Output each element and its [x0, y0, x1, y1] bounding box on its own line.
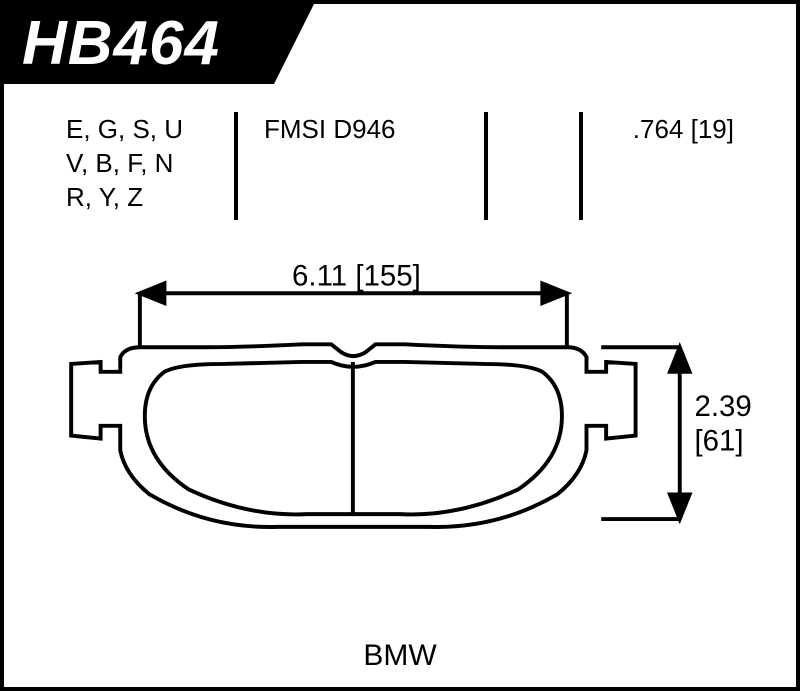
- codes-line-2: V, B, F, N: [66, 146, 183, 180]
- brake-pad-drawing: 6.11 [155] 2.39 [61]: [4, 254, 796, 627]
- drawing-svg: 6.11 [155] 2.39 [61]: [4, 254, 796, 627]
- spec-row: E, G, S, U V, B, F, N R, Y, Z FMSI D946 …: [4, 112, 796, 232]
- width-label: 6.11 [155]: [292, 259, 421, 292]
- fmsi-code: FMSI D946: [264, 112, 396, 146]
- divider: [234, 112, 238, 220]
- part-number: HB464: [22, 9, 220, 78]
- thickness-mm: [19]: [691, 114, 734, 144]
- divider: [484, 112, 488, 220]
- brand-label: BMW: [4, 639, 796, 673]
- divider: [579, 112, 583, 220]
- codes-line-1: E, G, S, U: [66, 112, 183, 146]
- thickness-inches: .764: [633, 114, 684, 144]
- height-label-inches: 2.39: [694, 390, 751, 423]
- thickness-spec: .764 [19]: [633, 112, 734, 146]
- diagram-frame: HB464 E, G, S, U V, B, F, N R, Y, Z FMSI…: [0, 0, 800, 691]
- height-label-mm: [61]: [694, 424, 743, 457]
- part-number-banner: HB464: [4, 4, 274, 84]
- codes-line-3: R, Y, Z: [66, 180, 183, 214]
- compound-codes: E, G, S, U V, B, F, N R, Y, Z: [66, 112, 183, 214]
